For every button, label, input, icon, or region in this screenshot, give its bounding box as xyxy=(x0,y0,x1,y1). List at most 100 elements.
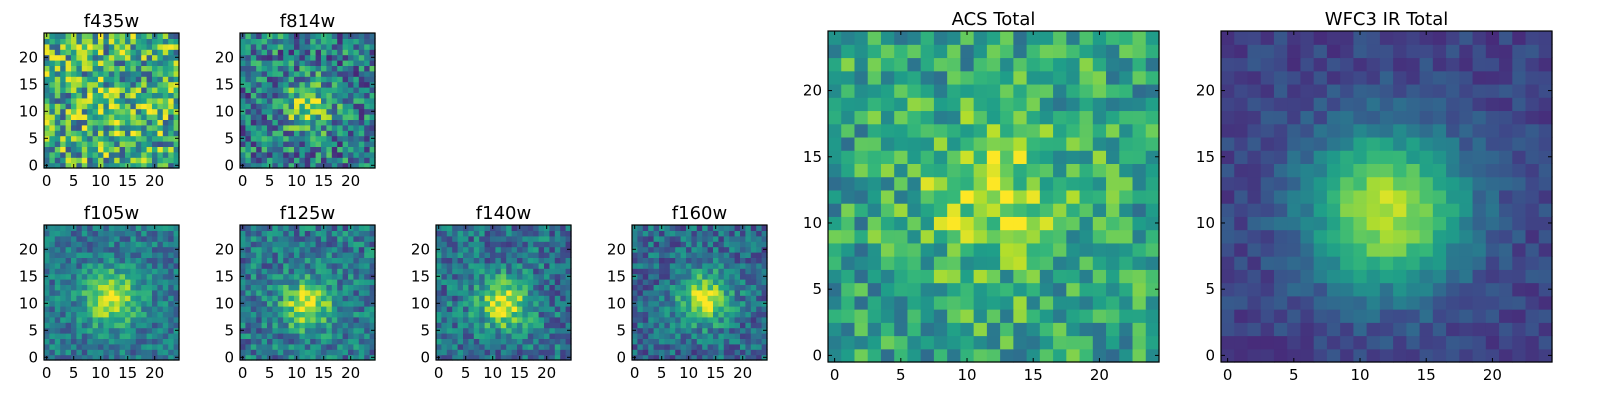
heatmap-cell xyxy=(250,76,257,83)
heatmap-cell xyxy=(71,81,77,88)
x-tick-label: 0 xyxy=(434,364,444,382)
heatmap-cell xyxy=(1446,348,1460,363)
heatmap-cell xyxy=(114,60,121,66)
heatmap-cell xyxy=(1340,256,1354,270)
heatmap-cell xyxy=(103,141,110,147)
heatmap-cell xyxy=(60,141,67,147)
heatmap-cell xyxy=(680,327,687,334)
heatmap-cell xyxy=(723,230,730,237)
heatmap-cell xyxy=(135,268,142,275)
heatmap-cell xyxy=(272,54,279,61)
heatmap-cell xyxy=(947,335,961,350)
heatmap-cell xyxy=(76,268,83,275)
heatmap-cell xyxy=(331,289,338,296)
heatmap-cell xyxy=(358,225,365,231)
heatmap-cell xyxy=(1472,348,1487,363)
heatmap-cell xyxy=(353,92,360,99)
heatmap-cell xyxy=(162,338,169,345)
heatmap-cell xyxy=(642,316,649,323)
heatmap-cell xyxy=(696,316,703,323)
heatmap-cell xyxy=(119,130,126,137)
heatmap-cell xyxy=(162,257,169,264)
heatmap-cell xyxy=(125,241,131,248)
heatmap-cell xyxy=(321,316,327,323)
heatmap-cell xyxy=(81,246,88,253)
heatmap-cell xyxy=(723,295,730,302)
heatmap-cell xyxy=(691,349,698,356)
heatmap-cell xyxy=(294,300,300,307)
heatmap-cell xyxy=(1525,229,1540,244)
heatmap-cell xyxy=(538,284,545,291)
heatmap-cell xyxy=(538,338,545,345)
heatmap-cell xyxy=(364,279,371,285)
heatmap-cell xyxy=(1053,150,1067,164)
heatmap-cell xyxy=(81,289,88,296)
heatmap-cell xyxy=(65,54,72,61)
heatmap-cell xyxy=(146,349,153,356)
heatmap-cell xyxy=(1326,322,1341,337)
heatmap-cell xyxy=(538,257,545,264)
heatmap-cell xyxy=(108,81,115,88)
heatmap-cell xyxy=(854,97,869,112)
heatmap-cell xyxy=(267,54,273,61)
heatmap-cell xyxy=(294,295,300,302)
heatmap-cell xyxy=(256,225,263,231)
heatmap-cell xyxy=(1432,282,1447,297)
heatmap-cell xyxy=(92,43,99,50)
heatmap-cell xyxy=(294,262,300,269)
heatmap-cell xyxy=(554,268,561,275)
heatmap-cell xyxy=(353,257,360,264)
heatmap-cell xyxy=(500,235,507,242)
heatmap-cell xyxy=(364,241,371,248)
heatmap-cell xyxy=(250,151,257,158)
heatmap-cell xyxy=(867,309,882,323)
heatmap-cell xyxy=(299,322,306,329)
heatmap-cell xyxy=(642,252,649,258)
heatmap-cell xyxy=(267,311,273,318)
heatmap-cell xyxy=(358,354,365,361)
heatmap-cell xyxy=(702,289,709,296)
heatmap-cell xyxy=(304,306,311,312)
heatmap-cell xyxy=(1406,229,1421,244)
heatmap-cell xyxy=(337,279,344,285)
heatmap-cell xyxy=(1013,242,1028,257)
heatmap-cell xyxy=(65,327,72,334)
heatmap-cell xyxy=(288,81,295,88)
heatmap-cell xyxy=(511,289,518,296)
heatmap-cell xyxy=(828,295,842,310)
heatmap-cell xyxy=(304,38,311,45)
heatmap-cell xyxy=(87,230,94,237)
heatmap-cell xyxy=(267,327,273,334)
heatmap-cell xyxy=(653,235,660,242)
heatmap-cell xyxy=(544,338,550,345)
heatmap-cell xyxy=(114,108,121,115)
heatmap-cell xyxy=(157,60,164,66)
heatmap-cell xyxy=(713,284,719,291)
heatmap-cell xyxy=(65,246,72,253)
heatmap-cell xyxy=(364,43,371,50)
heatmap-cell xyxy=(702,327,709,334)
heatmap-cell xyxy=(468,289,475,296)
heatmap-cell xyxy=(648,279,655,285)
heatmap-cell xyxy=(446,338,453,345)
heatmap-cell xyxy=(506,241,513,248)
y-tick-label: 5 xyxy=(616,321,626,339)
heatmap-cell xyxy=(60,81,67,88)
heatmap-cell xyxy=(880,150,895,164)
heatmap-cell xyxy=(310,151,317,158)
heatmap-cell xyxy=(261,33,268,39)
heatmap-cell xyxy=(250,81,257,88)
heatmap-cell xyxy=(364,268,371,275)
heatmap-cell xyxy=(637,262,644,269)
heatmap-cell xyxy=(718,338,725,345)
heatmap-cell xyxy=(1234,203,1249,217)
heatmap-cell xyxy=(549,257,556,264)
heatmap-cell xyxy=(130,284,137,291)
heatmap-cell xyxy=(702,322,709,329)
heatmap-cell xyxy=(288,103,295,110)
heatmap-cell xyxy=(691,322,698,329)
heatmap-cell xyxy=(1260,229,1275,244)
heatmap-cell xyxy=(479,279,486,285)
heatmap-cell xyxy=(358,246,365,253)
heatmap-cell xyxy=(369,92,376,99)
